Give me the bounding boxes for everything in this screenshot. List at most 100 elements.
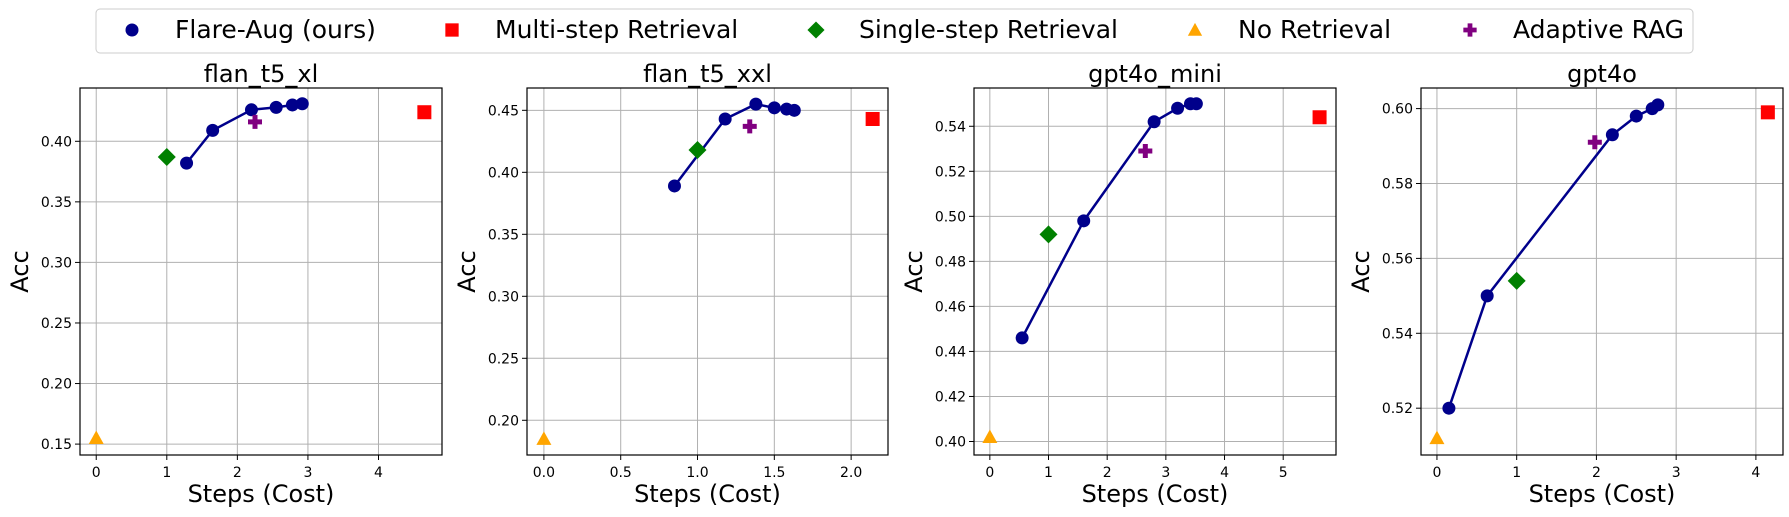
y-tick-label: 0.15 — [41, 437, 72, 453]
series — [865, 111, 880, 126]
series — [742, 119, 757, 134]
legend-item: Single-step Retrieval — [807, 15, 1118, 44]
series — [248, 114, 263, 129]
y-axis-label: Acc — [1347, 250, 1375, 292]
x-tick-label: 2 — [1103, 465, 1112, 481]
series — [536, 431, 552, 445]
chart-title: gpt4o — [1567, 60, 1637, 88]
legend-item: Adaptive RAG — [1463, 15, 1684, 44]
legend-marker-triangle — [1187, 22, 1203, 36]
legend-label: Single-step Retrieval — [859, 15, 1118, 44]
series-line — [1447, 103, 1659, 409]
data-point-diamond — [1039, 225, 1058, 244]
chart-title: flan_t5_xl — [204, 60, 319, 88]
axes-frame — [526, 87, 889, 456]
data-point-circle — [767, 101, 781, 115]
y-tick-label: 0.52 — [935, 164, 966, 180]
data-point-circle — [1442, 401, 1456, 415]
chart-panel: 0 1 2 3 4 5 0.40 0.42 0.44 0.46 0.48 0.50 0.52 0.54 gp… — [900, 60, 1337, 508]
data-point-circle — [1077, 214, 1091, 228]
y-tick-label: 0.58 — [1382, 176, 1413, 192]
y-tick-label: 0.30 — [41, 255, 72, 271]
series — [88, 430, 104, 445]
data-point-triangle — [88, 430, 104, 445]
chart-title: flan_t5_xxl — [643, 60, 772, 88]
x-tick-label: 1.0 — [686, 465, 708, 481]
y-tick-label: 0.54 — [935, 119, 966, 135]
x-tick-label: 1 — [1512, 465, 1521, 481]
series — [688, 140, 707, 159]
x-tick-label: 3 — [1672, 465, 1681, 481]
series — [982, 429, 998, 443]
x-tick-label: 1 — [162, 465, 171, 481]
series-line — [185, 102, 303, 164]
data-point-square — [1312, 110, 1327, 125]
series — [1442, 98, 1665, 415]
legend-marker-circle — [125, 23, 139, 37]
y-tick-label: 0.20 — [488, 413, 519, 429]
x-tick-label: 2 — [1592, 465, 1601, 481]
series — [1039, 225, 1058, 244]
data-point-triangle — [536, 431, 552, 445]
data-point-plus — [1138, 144, 1153, 159]
chart-title: gpt4o_mini — [1088, 60, 1222, 88]
x-tick-label: 0.0 — [533, 465, 555, 481]
y-tick-label: 0.40 — [41, 134, 72, 150]
x-tick-label: 2 — [233, 465, 242, 481]
y-tick-label: 0.42 — [935, 389, 966, 405]
series — [1429, 430, 1445, 445]
x-tick-label: 4 — [1751, 465, 1760, 481]
y-tick-label: 0.35 — [41, 195, 72, 211]
legend-marker-square — [445, 23, 459, 37]
y-tick-label: 0.50 — [935, 209, 966, 225]
data-point-circle — [667, 179, 681, 193]
data-point-circle — [1480, 289, 1494, 303]
legend-marker-plus — [1463, 23, 1477, 37]
data-point-plus — [742, 119, 757, 134]
x-tick-label: 1 — [1044, 465, 1053, 481]
data-point-circle — [718, 112, 732, 126]
series-line — [673, 102, 795, 187]
data-point-triangle — [982, 429, 998, 443]
y-tick-label: 0.25 — [41, 316, 72, 332]
data-point-circle — [269, 100, 283, 114]
y-tick-label: 0.60 — [1382, 102, 1413, 118]
chart-panels: 0 1 2 3 4 0.15 0.20 0.25 0.30 0.35 0.40 flan_t5_xl S… — [6, 60, 1784, 508]
data-point-circle — [1651, 98, 1665, 112]
chart-panel: 0.0 0.5 1.0 1.5 2.0 0.20 0.25 0.30 0.35 0.40 0.45 f… — [453, 60, 889, 508]
series — [1312, 110, 1327, 125]
data-point-circle — [1189, 97, 1203, 111]
x-tick-label: 5 — [1279, 465, 1288, 481]
legend-label: No Retrieval — [1238, 15, 1391, 44]
legend-item: Flare-Aug (ours) — [125, 15, 376, 44]
x-axis-label: Steps (Cost) — [1529, 480, 1676, 508]
legend-item: Multi-step Retrieval — [445, 15, 738, 44]
legend: Flare-Aug (ours) Multi-step Retrieval Sing… — [95, 8, 1694, 54]
x-axis-label: Steps (Cost) — [188, 480, 335, 508]
y-tick-label: 0.46 — [935, 299, 966, 315]
axes-frame — [79, 87, 443, 456]
x-tick-label: 0 — [985, 465, 994, 481]
series — [1015, 97, 1203, 345]
data-point-diamond — [157, 148, 176, 167]
data-point-diamond — [688, 140, 707, 159]
x-tick-label: 0.5 — [610, 465, 632, 481]
data-point-circle — [1171, 101, 1185, 115]
data-point-square — [1760, 105, 1775, 120]
y-tick-label: 0.40 — [488, 165, 519, 181]
data-point-circle — [1147, 115, 1161, 129]
data-point-circle — [787, 103, 801, 117]
y-axis-label: Acc — [6, 250, 34, 292]
data-point-plus — [1587, 135, 1602, 150]
y-axis-label: Acc — [900, 250, 928, 292]
y-tick-label: 0.20 — [41, 377, 72, 393]
data-point-circle — [285, 98, 299, 112]
data-point-circle — [1629, 109, 1643, 123]
y-tick-label: 0.44 — [935, 344, 966, 360]
x-axis-label: Steps (Cost) — [634, 480, 781, 508]
y-tick-label: 0.45 — [488, 103, 519, 119]
y-tick-label: 0.56 — [1382, 251, 1413, 267]
y-tick-label: 0.52 — [1382, 401, 1413, 417]
series — [1587, 135, 1602, 150]
